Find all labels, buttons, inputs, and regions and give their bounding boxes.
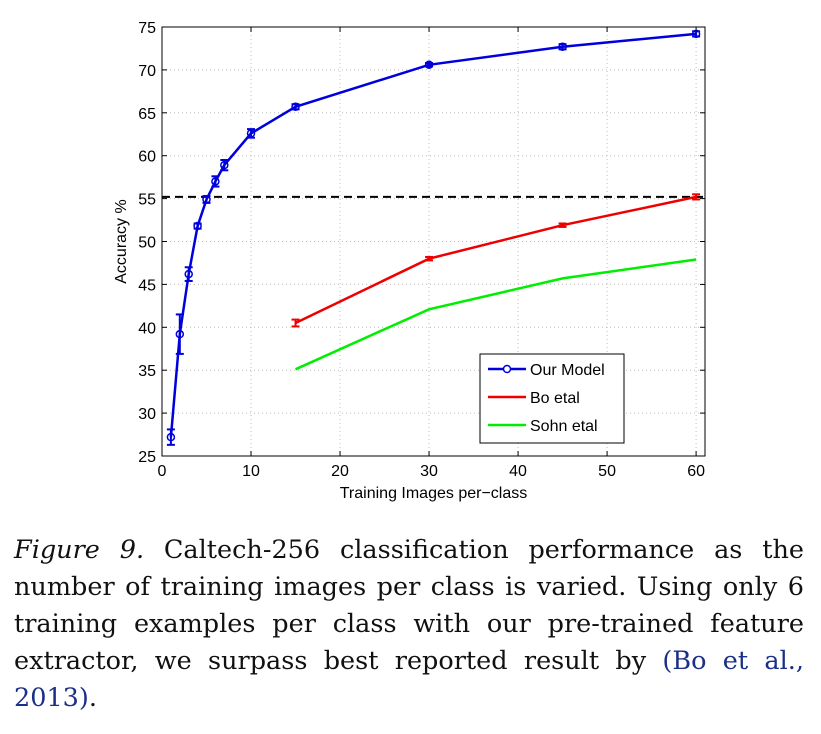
data-point [184, 269, 193, 279]
legend-marker [502, 364, 512, 374]
caption-text: Caltech-256 classification performance a… [14, 535, 804, 676]
data-point [424, 60, 434, 70]
legend-label: Our Model [530, 362, 605, 379]
series-our-model [166, 29, 701, 446]
data-point [291, 102, 300, 112]
data-point [166, 432, 176, 442]
accuracy-chart: 0 10 20 30 40 50 60 25 30 35 40 45 50 55 60 65 70 75 Trai… [113, 20, 706, 502]
x-tick-label: 40 [509, 463, 527, 480]
series-line [294, 195, 697, 325]
data-point [175, 329, 185, 339]
x-tick-label: 30 [420, 463, 438, 480]
series-layer [166, 29, 701, 446]
y-tick-label: 70 [138, 63, 156, 80]
y-tick-label: 40 [138, 320, 156, 337]
series-bo-etal [291, 193, 701, 328]
y-tick-label: 55 [138, 192, 156, 209]
data-point [558, 42, 567, 51]
data-point [220, 160, 229, 170]
y-axis-title: Accuracy % [113, 199, 130, 283]
tick-labels: 0 10 20 30 40 50 60 25 30 35 40 45 50 55 60 65 70 75 [138, 20, 705, 480]
data-point [211, 177, 220, 186]
y-tick-label: 25 [138, 449, 156, 466]
y-tick-label: 65 [138, 106, 156, 123]
legend: Our Model Bo etal Sohn etal [479, 353, 625, 444]
caption-end: . [88, 683, 97, 713]
series-sohn-etal [294, 258, 697, 371]
y-tick-label: 75 [138, 20, 156, 37]
y-tick-label: 35 [138, 363, 156, 380]
data-point [202, 195, 211, 204]
x-tick-label: 50 [598, 463, 616, 480]
y-tick-label: 45 [138, 277, 156, 294]
legend-label: Sohn etal [530, 418, 598, 435]
caption-citation-link[interactable]: (Bo et al., 2013) [14, 646, 804, 713]
y-tick-label: 60 [138, 149, 156, 166]
legend-label: Bo etal [530, 390, 580, 407]
ticks [161, 26, 705, 457]
caption-label: Figure 9. [14, 535, 145, 565]
series-line [169, 32, 697, 438]
y-tick-label: 30 [138, 406, 156, 423]
x-axis-title: Training Images per−class [340, 485, 528, 502]
data-point [246, 129, 256, 138]
series-line [294, 258, 697, 371]
data-point [193, 221, 202, 231]
figure-caption: Figure 9. Caltech-256 classification per… [14, 532, 804, 717]
x-tick-label: 20 [331, 463, 349, 480]
x-tick-label: 10 [242, 463, 260, 480]
x-tick-label: 60 [687, 463, 705, 480]
x-tick-label: 0 [158, 463, 167, 480]
y-tick-label: 50 [138, 235, 156, 252]
